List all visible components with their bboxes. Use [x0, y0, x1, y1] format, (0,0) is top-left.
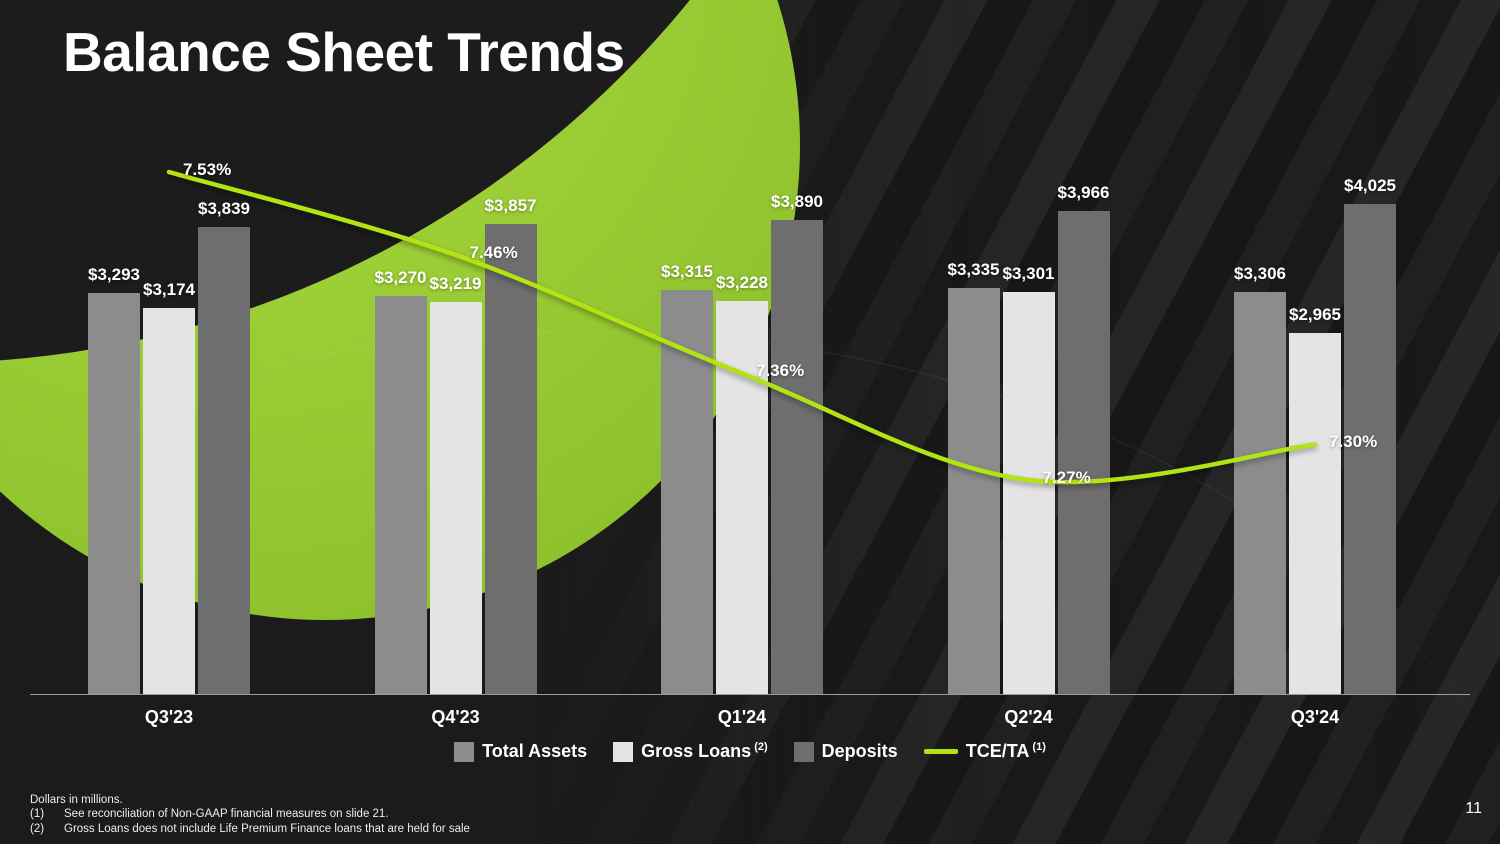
legend-item-gross-loans: Gross Loans (2) [613, 741, 768, 762]
bar-value-label: $3,315 [661, 262, 713, 281]
bar-gross-loans [143, 308, 195, 694]
line-value-label: 7.36% [756, 361, 805, 381]
x-axis-category: Q3'24 [1290, 707, 1340, 727]
legend-superscript: (2) [751, 741, 768, 753]
chart-area: $3,293 $3,174 $3,839 Q3'23 $3,270 $3,219 $3,85… [30, 150, 1470, 727]
line-value-label: 7.53% [183, 159, 232, 179]
bar-value-label: $3,857 [484, 196, 537, 215]
bar-value-label: $3,301 [1002, 264, 1055, 283]
bar-value-label: $3,174 [143, 280, 195, 299]
x-axis-category: Q3'23 [144, 707, 194, 727]
bar-value-label: $3,966 [1057, 183, 1110, 202]
footnotes: Dollars in millions. (1) See reconciliat… [30, 793, 470, 836]
legend-item-deposits: Deposits [793, 741, 898, 762]
bar-value-label: $3,219 [429, 274, 482, 293]
legend-label: TCE/TA (1) [965, 741, 1046, 761]
footnote-intro: Dollars in millions. [30, 793, 123, 806]
legend-superscript: (1) [1029, 741, 1046, 753]
chart-legend: Total Assets Gross Loans (2) Deposits TCE/T… [0, 741, 1500, 762]
bar-deposits [1344, 204, 1396, 694]
bar-value-label: $3,293 [88, 265, 140, 284]
bar-deposits [198, 227, 250, 694]
bar-gross-loans [1289, 333, 1341, 694]
line-value-label: 7.30% [1329, 432, 1378, 452]
bar-deposits [1057, 211, 1110, 694]
x-axis-category: Q1'24 [717, 707, 767, 727]
bar-deposits [484, 224, 537, 694]
bar-value-label: $3,839 [198, 199, 250, 218]
legend-swatch-deposits [793, 741, 814, 762]
footnote-row: (2) Gross Loans does not include Life Pr… [30, 822, 470, 836]
line-value-label: 7.46% [469, 242, 518, 262]
bar-deposits [771, 220, 823, 694]
bar-total-assets [88, 293, 140, 694]
tce-ta-line [166, 169, 1318, 485]
legend-label: Gross Loans (2) [641, 741, 768, 761]
bar-total-assets [947, 288, 1000, 694]
footnote-marker: (1) [30, 808, 45, 821]
legend-item-total-assets: Total Assets [454, 741, 587, 762]
legend-swatch-gross-loans [613, 741, 634, 762]
bar-value-label: $3,270 [374, 268, 427, 287]
x-axis-category: Q2'24 [1004, 707, 1053, 727]
footnote-marker: (2) [30, 822, 45, 835]
legend-label: Deposits [821, 741, 898, 761]
footnote-intro-row: Dollars in millions. [30, 793, 470, 807]
footnote-text: Gross Loans does not include Life Premiu… [64, 822, 470, 835]
slide-title: Balance Sheet Trends [63, 21, 625, 83]
tce-ta-line-path [166, 169, 1318, 485]
page-number: 11 [1465, 800, 1482, 817]
bar-gross-loans [429, 302, 482, 694]
bar-value-label: $3,890 [771, 192, 823, 211]
x-axis-category: Q4'23 [431, 707, 480, 727]
footnote-row: (1) See reconciliation of Non-GAAP finan… [30, 807, 470, 821]
bar-value-label: $4,025 [1344, 176, 1396, 195]
bar-value-label: $2,965 [1289, 305, 1341, 324]
legend-line-swatch [923, 749, 958, 754]
bar-total-assets [374, 296, 427, 694]
legend-item-tce-ta: TCE/TA (1) [923, 741, 1046, 762]
bar-value-label: $3,335 [947, 260, 1000, 279]
footnote-text: See reconciliation of Non-GAAP financial… [64, 808, 389, 821]
legend-swatch-total-assets [454, 741, 475, 762]
bar-value-label: $3,228 [716, 273, 768, 292]
legend-label: Total Assets [482, 741, 588, 761]
bar-total-assets [1234, 292, 1286, 694]
bar-gross-loans [1002, 292, 1055, 694]
bar-value-label: $3,306 [1234, 264, 1286, 283]
line-value-label: 7.27% [1042, 467, 1091, 487]
